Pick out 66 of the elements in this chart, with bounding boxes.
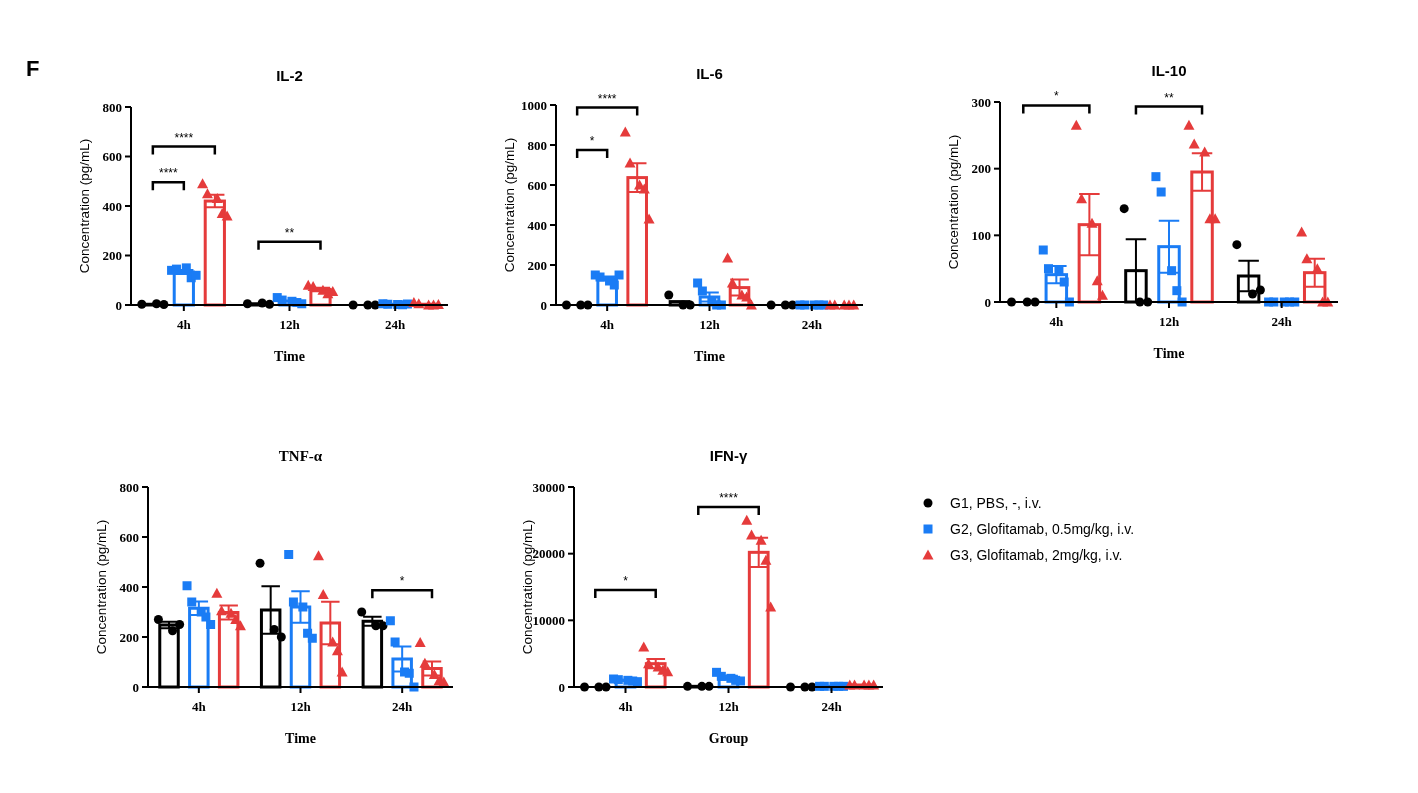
x-tick-label: 4h [191, 699, 207, 714]
y-tick-label: 600 [119, 529, 139, 545]
y-tick-label: 0 [132, 679, 139, 695]
x-tick-label: 12h [1158, 314, 1180, 329]
chart-title: IL-10 [1151, 62, 1187, 79]
y-tick-label: 200 [119, 629, 139, 645]
y-tick-label: 200 [971, 161, 991, 177]
annotation: ** [284, 225, 295, 240]
x-tick-label: 4h [618, 699, 634, 714]
y-tick-label: 10000 [532, 612, 565, 628]
annotation: * [589, 134, 595, 148]
y-tick-label: 600 [527, 177, 547, 193]
x-tick-label: 24h [821, 699, 843, 714]
y-tick-label: 0 [540, 297, 547, 313]
x-tick-label: 24h [385, 317, 407, 332]
y-tick-label: 200 [527, 257, 547, 273]
annotation: **** [158, 166, 178, 181]
annotation: **** [719, 491, 739, 505]
y-tick-label: 400 [119, 579, 139, 595]
y-tick-label: 0 [115, 297, 122, 313]
legend-label: G1, PBS, -, i.v. [950, 494, 1042, 511]
x-tick-label: 4h [176, 317, 192, 332]
annotation: **** [174, 130, 194, 145]
y-tick-label: 0 [558, 679, 565, 695]
y-tick-label: 400 [527, 217, 547, 233]
y-axis-title: Concentration (pg/mL) [502, 137, 517, 273]
x-tick-label: 24h [392, 699, 414, 714]
annotation: * [623, 574, 629, 588]
x-axis-title: Time [694, 349, 725, 364]
chart-title: TNF-α [278, 448, 323, 464]
x-tick-label: 12h [290, 699, 312, 714]
y-tick-label: 300 [971, 94, 991, 110]
legend-label: G3, Glofitamab, 2mg/kg, i.v. [950, 546, 1123, 563]
y-tick-label: 400 [102, 198, 122, 214]
x-tick-label: 12h [279, 317, 301, 332]
y-axis-title: Concentration (pg/mL) [946, 134, 961, 270]
x-tick-label: 4h [1049, 314, 1064, 329]
text: F [26, 56, 40, 81]
x-tick-label: 24h [1271, 314, 1293, 329]
x-tick-label: 4h [600, 317, 615, 332]
y-tick-label: 0 [984, 294, 991, 310]
annotation: * [399, 574, 405, 589]
y-axis-title: Concentration (pg/mL) [77, 138, 92, 274]
y-tick-label: 600 [102, 149, 122, 165]
chart-title: IL-6 [696, 65, 723, 82]
x-axis-title: Time [285, 731, 316, 746]
x-axis-title: Group [708, 731, 749, 746]
annotation: * [1054, 89, 1059, 104]
y-tick-label: 800 [102, 99, 122, 115]
x-tick-label: 12h [718, 699, 740, 714]
y-tick-label: 200 [102, 248, 122, 264]
x-axis-title: Time [274, 349, 305, 364]
annotation: **** [597, 91, 617, 106]
y-tick-label: 800 [119, 479, 139, 495]
x-tick-label: 12h [699, 317, 721, 332]
y-tick-label: 800 [527, 137, 547, 153]
chart-title: IL-2 [276, 67, 303, 84]
x-axis-title: Time [1153, 346, 1185, 361]
y-tick-label: 30000 [532, 479, 565, 495]
annotation: ** [1164, 90, 1174, 105]
x-tick-label: 24h [801, 317, 823, 332]
y-tick-label: 100 [971, 227, 991, 243]
chart-title: IFN-γ [709, 447, 748, 464]
y-tick-label: 1000 [521, 97, 547, 113]
legend-label: G2, Glofitamab, 0.5mg/kg, i.v. [950, 520, 1135, 537]
y-axis-title: Concentration (pg/mL) [94, 519, 109, 655]
